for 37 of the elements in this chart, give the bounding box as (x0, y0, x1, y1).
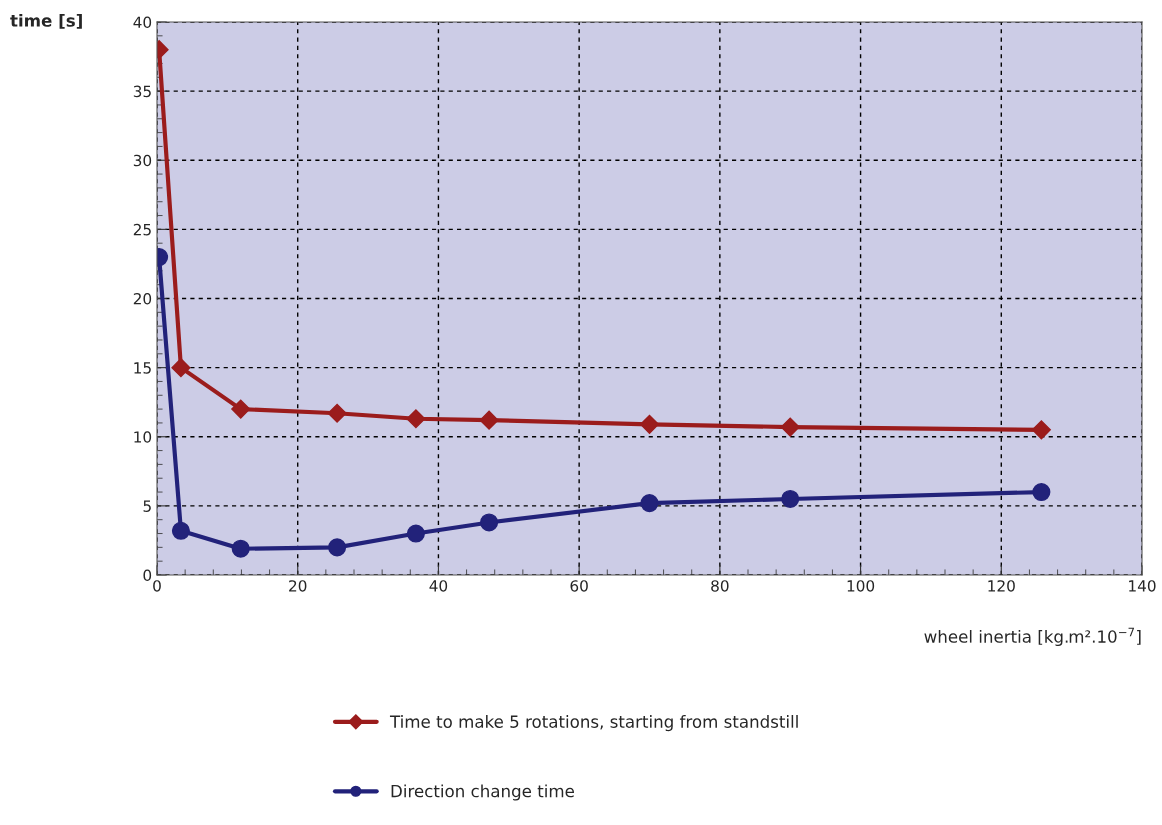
y-tick-label: 10 (134, 431, 152, 443)
point (1031, 420, 1051, 440)
y-tick-label: 35 (133, 85, 151, 98)
x-tick-label: 100 (847, 580, 875, 592)
point (780, 417, 800, 437)
y-tick-label: 30 (133, 154, 152, 167)
point (480, 513, 499, 532)
y-tick-label: 25 (133, 223, 151, 236)
point (479, 410, 499, 430)
point (328, 538, 347, 557)
x-tick-label: 40 (429, 580, 448, 592)
x-tick-label: 140 (1129, 580, 1156, 592)
point (231, 399, 251, 419)
point (171, 521, 190, 540)
x-tick-label: 60 (570, 580, 588, 592)
x-tick-label: 80 (711, 580, 729, 592)
point (406, 409, 426, 429)
y-tick-label: 5 (143, 500, 151, 512)
point (231, 539, 250, 558)
x-tick-label: 20 (289, 580, 307, 592)
y-tick-label: 40 (133, 16, 152, 29)
legend-label: Direction change time (391, 784, 574, 801)
point (327, 403, 347, 423)
legend-label: Time to make 5 rotations, starting from standstill (389, 715, 798, 732)
y-tick-label: 0 (143, 569, 152, 582)
point (639, 414, 660, 434)
x-axis-title: wheel inertia [kg.m².10$^{−7}$] (924, 627, 1141, 647)
y-tick-label: 20 (133, 292, 152, 305)
point (1032, 483, 1051, 502)
y-tick-label: 15 (134, 362, 151, 374)
y-axis-title: time [s] (10, 13, 82, 29)
point (171, 358, 191, 378)
point (781, 489, 800, 508)
point (640, 494, 659, 513)
point (406, 524, 425, 543)
x-tick-label: 0 (153, 580, 161, 592)
x-tick-label: 120 (988, 580, 1015, 592)
